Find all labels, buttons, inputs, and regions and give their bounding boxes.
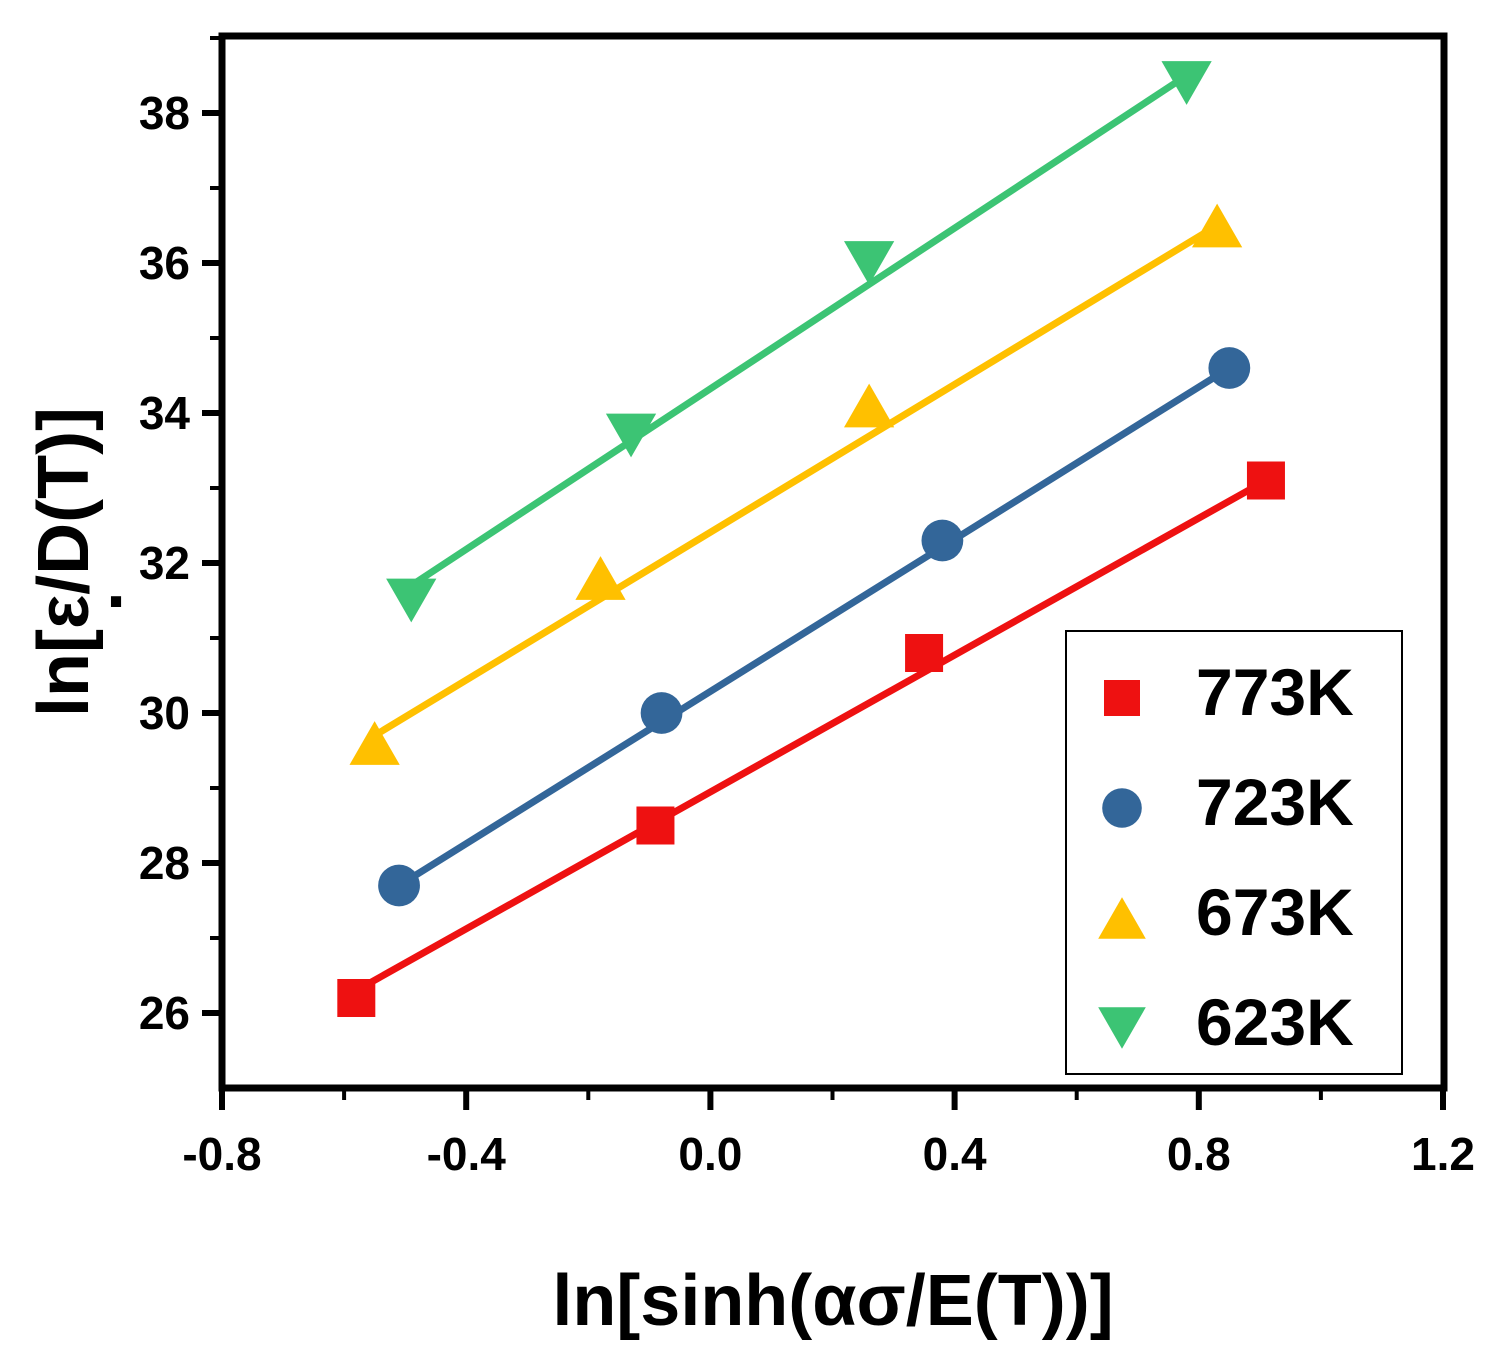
data-point-673k: [1191, 203, 1243, 248]
y-axis-title: ln[ε/D(T)]: [24, 407, 104, 717]
x-tick-label: 1.2: [1411, 1128, 1475, 1180]
data-point-623k: [844, 241, 895, 285]
y-axis-title-dot: ·: [106, 562, 130, 642]
legend: 773K 723K 673K 623K: [1065, 630, 1403, 1075]
legend-marker-773k: [1104, 680, 1140, 716]
y-axis-title-group: ln[ε/D(T)]: [24, 407, 104, 717]
x-tick-label: 0.4: [923, 1128, 987, 1180]
data-point-723k: [921, 519, 964, 562]
x-tick-label: 0.0: [678, 1128, 742, 1180]
legend-marker-623k: [1098, 1007, 1146, 1049]
y-tick-label: 28: [139, 837, 190, 889]
data-point-773k: [905, 634, 944, 672]
y-tick-label: 32: [139, 537, 190, 589]
x-tick-label: -0.4: [427, 1128, 507, 1180]
legend-label-673k: 673K: [1196, 875, 1354, 949]
data-point-773k: [1246, 461, 1285, 500]
data-point-773k: [636, 806, 675, 845]
fit-line-773k: [354, 477, 1268, 994]
y-tick-label: 34: [139, 387, 191, 439]
y-tick-labels: 26 28 30 32 34 36 38: [139, 87, 191, 1039]
data-point-773k: [337, 979, 376, 1017]
fit-line-673k: [372, 222, 1219, 739]
x-tick-label: -0.8: [182, 1128, 261, 1180]
data-point-623k: [1161, 61, 1212, 105]
fit-line-623k: [409, 72, 1189, 589]
legend-marker-673k: [1098, 897, 1146, 939]
plot-frame: [218, 32, 1448, 1092]
y-tick-label: 26: [139, 987, 190, 1039]
data-point-623k: [605, 413, 657, 458]
data-point-673k: [575, 556, 626, 600]
legend-label-773k: 773K: [1196, 655, 1354, 729]
data-point-623k: [386, 578, 437, 623]
y-tick-label: 30: [139, 687, 190, 739]
data-markers: [337, 61, 1285, 1017]
legend-label-723k: 723K: [1196, 765, 1354, 839]
x-tick-labels: -0.8 -0.4 0.0 0.4 0.8 1.2: [182, 1128, 1475, 1180]
legend-marker-723k: [1102, 788, 1142, 828]
data-point-723k: [1208, 347, 1251, 389]
data-point-723k: [640, 692, 683, 734]
data-point-723k: [378, 864, 420, 907]
data-point-673k: [349, 721, 400, 765]
fit-lines: [354, 72, 1268, 994]
fit-line-723k: [397, 365, 1232, 889]
y-tick-label: 36: [139, 237, 190, 289]
y-tick-label: 38: [139, 87, 190, 139]
data-point-673k: [844, 383, 895, 428]
x-axis-title: ln[sinh(ασ/E(T))]: [552, 1261, 1113, 1341]
legend-label-623k: 623K: [1196, 985, 1354, 1059]
x-tick-label: 0.8: [1167, 1128, 1231, 1180]
